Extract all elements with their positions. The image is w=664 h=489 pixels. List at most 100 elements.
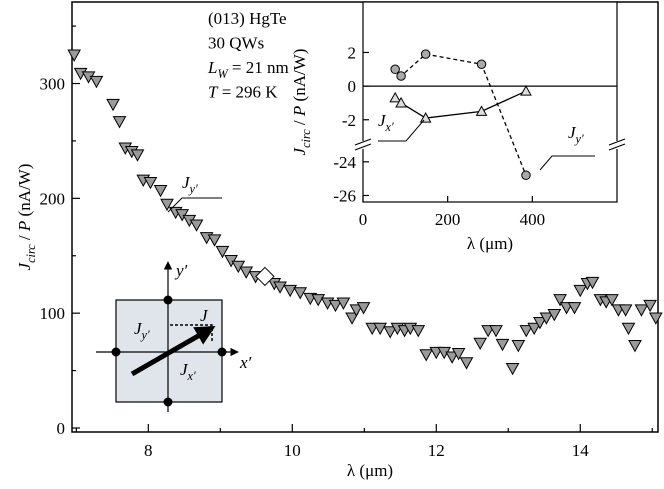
inset-frame (362, 1, 618, 203)
polarization-diagram (96, 261, 239, 412)
contact (163, 295, 173, 305)
annotation: T = 296 K (208, 83, 278, 102)
text-part: 30 QWs (208, 34, 264, 53)
contact (217, 347, 227, 357)
text-part: λ (μm) (347, 461, 393, 480)
x-tick-label: 12 (428, 441, 445, 460)
point (67, 49, 82, 62)
series-label: Jy′ (182, 173, 198, 196)
point (419, 112, 432, 123)
point (519, 325, 534, 338)
point (511, 340, 526, 353)
point (328, 299, 343, 313)
point (311, 294, 326, 307)
text-part: / (15, 231, 34, 244)
text-part: y′ (174, 261, 188, 280)
point (643, 299, 657, 313)
point (336, 297, 351, 310)
point (489, 325, 503, 338)
text-part: / (290, 116, 309, 129)
text-part: y′ (574, 132, 584, 146)
text-part: W (217, 67, 229, 81)
text-part: x′ (385, 120, 394, 134)
point (648, 312, 663, 325)
point (112, 116, 127, 129)
point (189, 219, 204, 232)
text-part: λ (μm) (467, 234, 513, 253)
point (89, 75, 104, 89)
point (419, 349, 434, 362)
point (106, 98, 120, 112)
point (473, 337, 488, 351)
diagram-label: y′ (174, 261, 188, 280)
current-arrow (130, 325, 216, 377)
point (420, 49, 431, 59)
point (130, 149, 145, 162)
text-part: J (134, 319, 143, 338)
y-tick-label: 100 (40, 304, 66, 323)
point (215, 245, 230, 259)
point (389, 91, 402, 103)
x-axis-label: λ (μm) (347, 461, 393, 480)
diagram-label: J (200, 306, 209, 325)
y-axis-label: Jcirc / P (nA/W) (290, 49, 313, 156)
point (390, 64, 400, 75)
point (411, 325, 426, 338)
y-tick-label: 0 (348, 77, 357, 96)
point (143, 176, 158, 190)
annotation: LW = 21 nm (207, 58, 289, 81)
point (153, 185, 168, 198)
text-part: (nA/W) (290, 49, 309, 106)
leader-line (378, 119, 425, 142)
point (239, 266, 254, 279)
series-label: Jx′ (378, 111, 394, 134)
y-tick-label: 200 (40, 189, 66, 208)
text-part: circ (299, 129, 313, 148)
text-part: x′ (187, 369, 196, 383)
point (585, 276, 600, 290)
text-part: L (207, 58, 217, 77)
x-tick-label: 14 (572, 441, 590, 460)
point (373, 322, 387, 336)
text-part: circ (24, 244, 38, 263)
point (533, 317, 547, 330)
text-part: T (208, 83, 219, 102)
x-tick-label: 10 (284, 441, 301, 460)
text-part: J (180, 360, 189, 379)
point (567, 302, 582, 315)
point (553, 294, 567, 307)
text-part: y′ (140, 328, 150, 342)
component-lines (170, 324, 213, 342)
point (396, 71, 406, 81)
point (451, 348, 466, 361)
text-part: = 296 K (217, 83, 278, 102)
point (505, 362, 520, 376)
leader-line (167, 197, 222, 213)
text-part: x′ (239, 353, 252, 372)
axis-break (354, 138, 626, 151)
point (395, 96, 407, 108)
point (634, 304, 649, 317)
point (520, 85, 532, 96)
point (207, 234, 222, 247)
x-axis-label: λ (μm) (467, 234, 513, 253)
contact (163, 397, 173, 407)
y-tick-label: 300 (40, 75, 66, 94)
point (618, 304, 633, 317)
y-tick-label: 2 (348, 43, 357, 62)
y-tick-label: -24 (333, 153, 356, 172)
diagram-label: Jy′ (134, 319, 150, 342)
point (255, 266, 275, 287)
y-axis-label: Jcirc / P (nA/W) (15, 164, 38, 271)
point (475, 105, 488, 116)
x-tick-label: 400 (520, 210, 546, 229)
annotation: (013) HgTe (208, 9, 287, 28)
text-part: J (15, 261, 34, 270)
point (476, 59, 487, 69)
text-part: J (182, 173, 191, 192)
diagram-label: Jx′ (180, 360, 196, 383)
text-part: J (200, 306, 209, 325)
text-part: P (290, 106, 309, 117)
x-tick-label: 200 (435, 210, 461, 229)
